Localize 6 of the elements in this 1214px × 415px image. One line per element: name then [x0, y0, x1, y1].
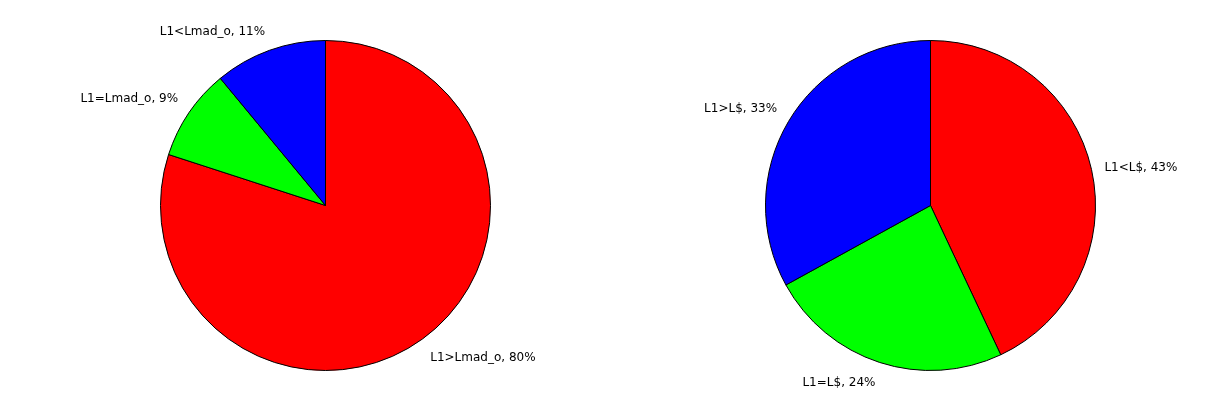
slice-label: L1=L$, 24%: [802, 374, 876, 389]
slice-label: L1>Lmad_o, 80%: [430, 349, 536, 364]
slice-label: L1=Lmad_o, 9%: [80, 91, 179, 106]
slice-label: L1>L$, 33%: [704, 100, 778, 115]
slice-label: L1<Lmad_o, 11%: [159, 23, 266, 38]
slice-label: L1<L$, 43%: [1104, 159, 1178, 174]
